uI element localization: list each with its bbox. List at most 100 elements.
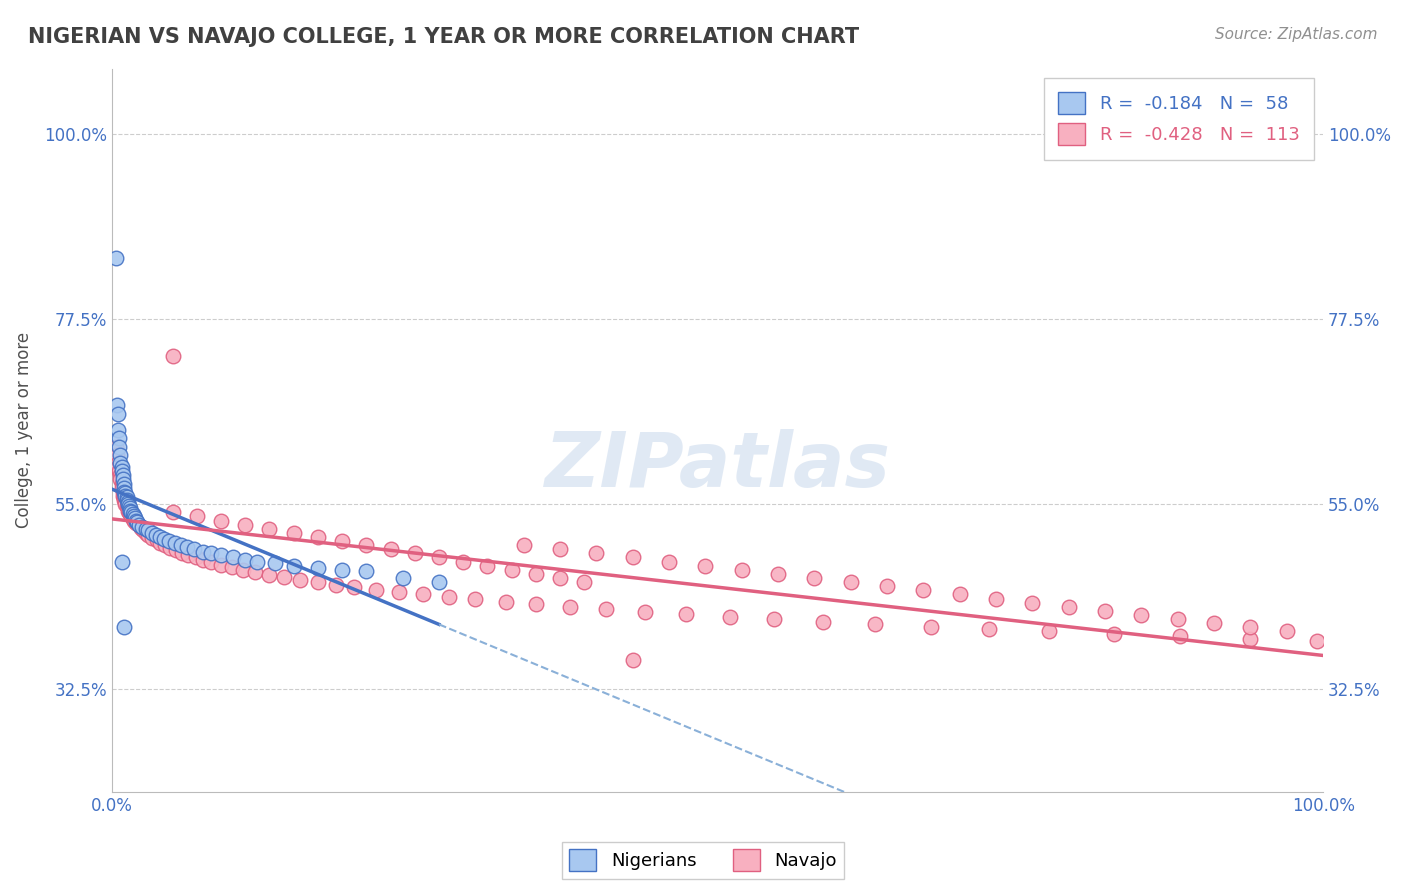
Point (125, 516, 148, 530)
Point (127, 515, 149, 529)
Point (1306, 634, 1329, 648)
Point (1057, 599, 1080, 614)
Point (183, 542, 205, 557)
Point (513, 538, 536, 552)
Point (325, 577, 347, 591)
Point (136, 524, 159, 538)
Point (114, 489, 136, 503)
Point (839, 575, 862, 590)
Point (176, 540, 198, 554)
Point (464, 592, 486, 607)
Text: Source: ZipAtlas.com: Source: ZipAtlas.com (1215, 27, 1378, 42)
Point (112, 492, 135, 507)
Point (191, 553, 214, 567)
Point (273, 570, 295, 584)
Point (184, 550, 207, 565)
Point (162, 505, 184, 519)
Point (585, 546, 607, 560)
Point (122, 509, 145, 524)
Point (111, 468, 134, 483)
Point (141, 525, 163, 540)
Point (107, 460, 129, 475)
Point (984, 591, 1007, 606)
Point (114, 486, 136, 500)
Point (222, 550, 245, 565)
Point (675, 607, 697, 622)
Point (120, 505, 142, 519)
Point (110, 472, 132, 486)
Point (124, 511, 146, 525)
Point (264, 556, 287, 570)
Point (451, 555, 474, 569)
Point (330, 563, 353, 577)
Text: ZIPatlas: ZIPatlas (544, 429, 890, 503)
Point (131, 520, 153, 534)
Point (128, 518, 150, 533)
Point (876, 579, 898, 593)
Point (110, 468, 132, 483)
Point (863, 617, 886, 632)
Point (117, 494, 139, 508)
Point (120, 501, 142, 516)
Point (495, 595, 517, 609)
Point (111, 476, 134, 491)
Point (110, 456, 132, 470)
Point (391, 571, 413, 585)
Legend: R =  -0.184   N =  58, R =  -0.428   N =  113: R = -0.184 N = 58, R = -0.428 N = 113 (1043, 78, 1315, 160)
Point (112, 476, 135, 491)
Y-axis label: College, 1 year or more: College, 1 year or more (15, 332, 32, 528)
Point (283, 558, 305, 573)
Point (524, 597, 547, 611)
Point (949, 587, 972, 601)
Point (128, 517, 150, 532)
Point (200, 556, 222, 570)
Point (404, 546, 426, 560)
Point (558, 599, 581, 614)
Point (112, 491, 135, 505)
Point (621, 550, 644, 565)
Point (1038, 624, 1060, 639)
Point (811, 615, 834, 629)
Point (118, 505, 141, 519)
Point (118, 499, 141, 513)
Point (259, 522, 281, 536)
Point (162, 349, 184, 363)
Point (108, 431, 131, 445)
Point (104, 440, 127, 454)
Point (153, 532, 176, 546)
Point (157, 534, 180, 549)
Point (120, 507, 142, 521)
Point (307, 575, 329, 590)
Point (125, 514, 148, 528)
Point (912, 583, 935, 598)
Point (186, 509, 208, 524)
Point (114, 497, 136, 511)
Point (766, 566, 789, 581)
Point (112, 620, 135, 634)
Point (122, 514, 145, 528)
Point (149, 530, 172, 544)
Point (111, 484, 134, 499)
Point (356, 538, 378, 552)
Point (146, 533, 169, 548)
Point (117, 501, 139, 516)
Point (129, 521, 152, 535)
Point (307, 530, 329, 544)
Point (634, 605, 657, 619)
Point (920, 619, 942, 633)
Point (132, 524, 155, 538)
Point (658, 555, 681, 569)
Point (115, 491, 138, 505)
Point (170, 538, 193, 552)
Point (595, 602, 617, 616)
Point (695, 558, 717, 573)
Point (427, 575, 450, 590)
Point (233, 553, 256, 567)
Point (1130, 607, 1153, 622)
Point (477, 558, 499, 573)
Point (221, 560, 243, 574)
Point (243, 566, 266, 580)
Point (111, 464, 134, 478)
Point (388, 585, 411, 599)
Point (307, 561, 329, 575)
